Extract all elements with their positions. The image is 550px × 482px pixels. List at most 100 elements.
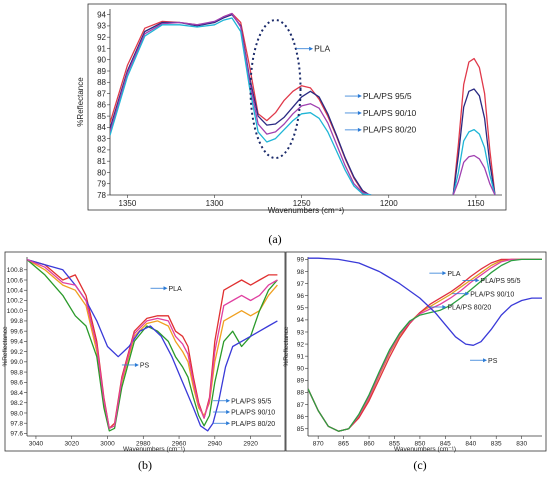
x-axis-label: Wavenumbers (cm⁻¹)	[268, 206, 345, 215]
annotation-label: PS	[140, 363, 150, 370]
annotation-label: PLA	[314, 44, 330, 54]
x-tick-label: 3020	[64, 441, 79, 448]
caption-c: (c)	[413, 458, 426, 472]
y-axis-label: %Reflectance	[2, 326, 9, 366]
x-tick-label: 3040	[29, 441, 44, 448]
y-tick-label: 84	[97, 123, 106, 132]
panel-a-chart: 78 79 80 81 82 83 84 85 86 87 88 89 90 91 92 93 94 1350 13…	[76, 3, 507, 215]
x-tick-label: 860	[364, 441, 375, 448]
panel-c-chart: 85 86 87 88 89 90 91 92 93 94 95 96 97 98 99 870 865 860 8…	[283, 251, 547, 453]
y-axis-label: %Reflectance	[283, 326, 290, 366]
y-tick-label: 85	[297, 426, 305, 433]
y-tick-label: 98.4	[10, 390, 23, 397]
annotation: PLA	[429, 271, 461, 278]
annotation: PLA/PS 80/20	[429, 305, 491, 312]
annotation: PLA/PS 95/5	[344, 91, 412, 101]
caption-a: (a)	[268, 232, 281, 246]
x-tick-label: 845	[440, 441, 451, 448]
series-line-pla-ps-80-20	[308, 258, 542, 432]
annotation-arrowhead	[475, 278, 480, 283]
series-line-pla-ps-80-20	[452, 128, 496, 195]
y-tick-label: 86	[97, 101, 106, 110]
panel-b-chart: 97.6 97.8 98.0 98.2 98.4 98.6 98.8 99.0 99.2 99.4…	[2, 251, 286, 453]
series-line-pla	[27, 258, 278, 429]
caption-b: (b)	[138, 458, 152, 472]
y-tick-label: 99.6	[10, 328, 23, 335]
annotation-arrowhead	[442, 271, 447, 276]
highlight-ellipse	[249, 19, 302, 160]
y-tick-label: 100.6	[7, 277, 24, 284]
x-tick-label: 850	[414, 441, 425, 448]
y-tick-label: 92	[97, 33, 106, 42]
annotation-arrowhead	[465, 291, 470, 296]
annotation-arrowhead	[442, 305, 447, 310]
series-group	[110, 12, 496, 195]
y-tick-label: 98	[297, 269, 305, 276]
y-tick-label: 99.2	[10, 349, 23, 356]
x-tick-label: 1250	[293, 199, 311, 208]
annotation-arrowhead	[226, 421, 231, 426]
y-axis-label: %Reflectance	[76, 77, 85, 127]
series-line-pla-ps-95-5	[110, 13, 370, 195]
y-tick-label: 100.2	[7, 298, 24, 305]
annotation: PLA/PS 95/5	[462, 278, 521, 285]
series-line-pla	[308, 258, 542, 432]
x-tick-label: 2960	[172, 441, 187, 448]
x-tick-label: 2980	[136, 441, 151, 448]
annotation-arrowhead	[357, 94, 362, 99]
annotation: PLA/PS 80/20	[344, 125, 417, 135]
y-tick-label: 80	[97, 168, 106, 177]
x-tick-label: 2940	[208, 441, 223, 448]
y-tick-label: 98.2	[10, 400, 23, 407]
x-tick-label: 2920	[243, 441, 258, 448]
annotation-label: PLA/PS 95/5	[231, 398, 271, 405]
series-line-pla-ps-90-10	[308, 258, 542, 432]
annotation: PLA/PS 90/10	[344, 108, 417, 118]
y-tick-label: 81	[97, 157, 106, 166]
y-tick-label: 95	[297, 305, 305, 312]
y-tick-label: 97.6	[10, 431, 23, 438]
annotation: PLA	[150, 286, 183, 293]
series-line-pla	[110, 12, 369, 195]
y-tick-label: 96	[297, 293, 305, 300]
annotation-arrowhead	[309, 46, 314, 51]
x-tick-label: 830	[516, 441, 527, 448]
annotation-label: PLA/PS 80/20	[231, 421, 275, 428]
y-tick-label: 100.8	[7, 267, 24, 274]
y-tick-label: 89	[297, 378, 305, 385]
annotation-arrowhead	[483, 358, 488, 363]
y-tick-label: 92	[297, 341, 305, 348]
annotation: PS	[470, 358, 498, 365]
x-axis-label: Wavenumbers (cm⁻¹)	[394, 446, 456, 453]
x-tick-label: 1200	[380, 199, 398, 208]
y-tick-label: 88	[97, 78, 106, 87]
y-tick-label: 100.4	[7, 288, 24, 295]
annotation-label: PLA/PS 90/10	[231, 410, 275, 417]
y-tick-label: 98.8	[10, 369, 23, 376]
x-tick-label: 1350	[119, 199, 137, 208]
annotation-arrowhead	[226, 398, 231, 403]
annotation-label: PLA	[169, 286, 183, 293]
series-line-pla	[452, 57, 496, 195]
y-tick-label: 98.6	[10, 380, 23, 387]
annotation: PS	[121, 363, 150, 370]
x-axis-label: Wavenumbers (cm⁻¹)	[123, 446, 185, 453]
series-line-pla-ps-90-10	[110, 12, 372, 195]
annotation-label: PLA/PS 95/5	[480, 278, 520, 285]
y-tick-label: 99.8	[10, 318, 23, 325]
y-tick-label: 93	[297, 329, 305, 336]
x-tick-label: 1300	[206, 199, 224, 208]
y-tick-label: 88	[297, 390, 305, 397]
y-tick-label: 98.0	[10, 410, 23, 417]
y-tick-label: 94	[297, 317, 305, 324]
y-tick-label: 86	[297, 414, 305, 421]
annotation: PLA/PS 90/10	[452, 291, 514, 298]
series-line-ps	[308, 257, 542, 346]
panel-frame	[285, 251, 547, 452]
panel-frame	[87, 3, 507, 211]
y-tick-label: 90	[297, 366, 305, 373]
x-tick-label: 835	[491, 441, 502, 448]
annotation-arrowhead	[357, 127, 362, 132]
y-tick-label: 97	[297, 281, 305, 288]
